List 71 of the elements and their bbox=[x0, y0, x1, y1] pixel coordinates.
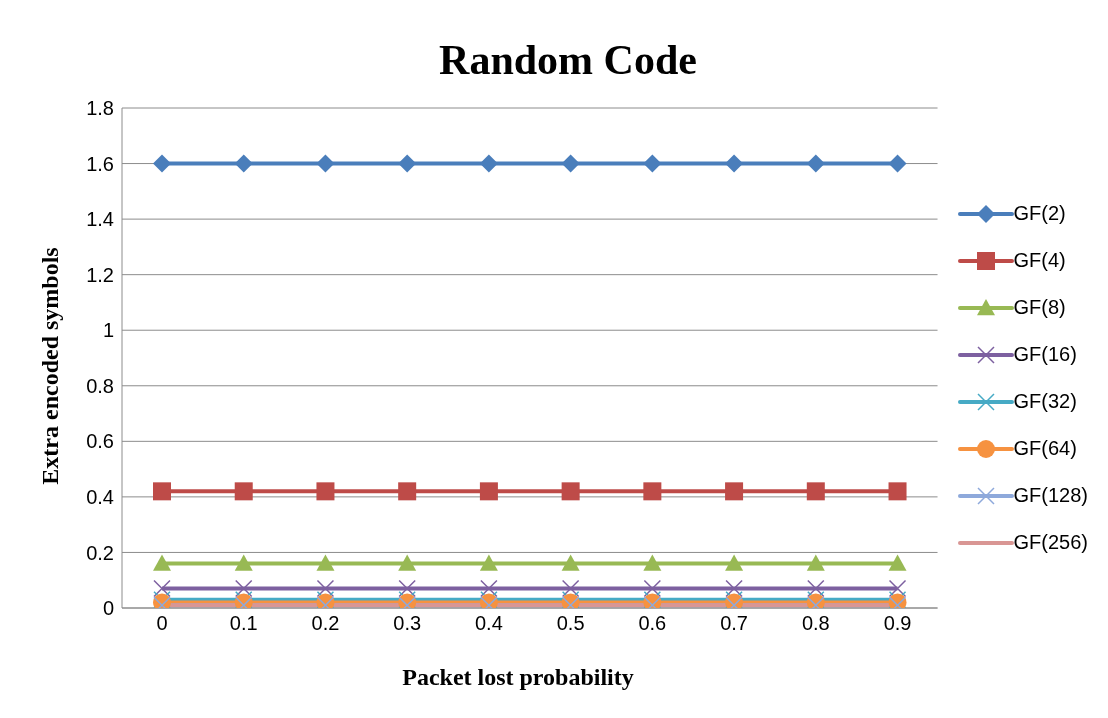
point bbox=[398, 554, 417, 571]
point bbox=[725, 154, 744, 173]
legend-label: GF(8) bbox=[1013, 296, 1066, 319]
point bbox=[561, 579, 580, 598]
y-tick-label: 0.2 bbox=[86, 541, 114, 564]
chart-title: Random Code bbox=[438, 36, 698, 84]
point bbox=[479, 154, 498, 173]
legend-label: GF(32) bbox=[1013, 390, 1077, 413]
point bbox=[888, 579, 907, 598]
point bbox=[888, 482, 907, 501]
point bbox=[398, 482, 417, 501]
y-tick-label: 1.8 bbox=[86, 97, 114, 120]
y-tick-label: 1.4 bbox=[86, 208, 114, 231]
y-tick-label: 1 bbox=[102, 319, 114, 342]
legend-label: GF(2) bbox=[1013, 202, 1066, 225]
y-tick-label: 1.6 bbox=[86, 152, 114, 175]
point bbox=[479, 482, 498, 501]
point bbox=[316, 554, 335, 571]
y-tick-label: 0.8 bbox=[86, 374, 114, 397]
x-tick-label: 0.5 bbox=[556, 612, 585, 635]
point bbox=[806, 154, 825, 173]
x-tick-label: 0 bbox=[156, 612, 168, 635]
point bbox=[153, 154, 171, 173]
point bbox=[888, 154, 907, 173]
point bbox=[479, 554, 498, 571]
point bbox=[398, 579, 416, 598]
point bbox=[234, 554, 253, 571]
point bbox=[316, 154, 335, 173]
x-tick-label: 0.3 bbox=[393, 612, 422, 635]
point bbox=[725, 579, 743, 598]
legend-label: GF(4) bbox=[1013, 249, 1066, 272]
y-tick-label: 0.6 bbox=[86, 430, 114, 453]
point bbox=[806, 482, 825, 501]
point bbox=[153, 482, 171, 501]
y-axis-title: Extra encoded symbols bbox=[36, 247, 64, 485]
point bbox=[725, 554, 744, 571]
point bbox=[234, 482, 253, 501]
point bbox=[807, 579, 825, 598]
point bbox=[643, 154, 662, 173]
y-tick-label: 0.4 bbox=[86, 485, 114, 508]
legend-label: GF(16) bbox=[1013, 343, 1077, 366]
legend-label: GF(128) bbox=[1013, 484, 1088, 507]
point bbox=[153, 554, 171, 571]
point bbox=[561, 482, 580, 501]
x-tick-label: 0.6 bbox=[638, 612, 667, 635]
x-tick-label: 0.4 bbox=[475, 612, 503, 635]
x-tick-label: 0.7 bbox=[720, 612, 748, 635]
point bbox=[888, 554, 907, 571]
point bbox=[806, 554, 825, 571]
point bbox=[561, 554, 580, 571]
point bbox=[316, 482, 335, 501]
point bbox=[234, 154, 253, 173]
point bbox=[643, 579, 662, 598]
point bbox=[643, 554, 662, 571]
x-tick-label: 0.1 bbox=[229, 612, 258, 635]
x-tick-label: 0.8 bbox=[801, 612, 830, 635]
point bbox=[398, 154, 417, 173]
point bbox=[561, 154, 580, 173]
point bbox=[153, 579, 171, 598]
legend-label: GF(64) bbox=[1013, 437, 1077, 460]
point bbox=[480, 579, 498, 598]
y-tick-label: 0 bbox=[102, 597, 114, 620]
point bbox=[725, 482, 744, 501]
x-axis-title: Packet lost probability bbox=[401, 664, 635, 691]
x-tick-label: 0.2 bbox=[311, 612, 340, 635]
x-tick-label: 0.9 bbox=[883, 612, 912, 635]
y-tick-label: 1.2 bbox=[86, 263, 114, 286]
point bbox=[234, 579, 253, 598]
legend-label: GF(256) bbox=[1013, 531, 1088, 554]
point bbox=[643, 482, 662, 501]
point bbox=[316, 579, 335, 598]
